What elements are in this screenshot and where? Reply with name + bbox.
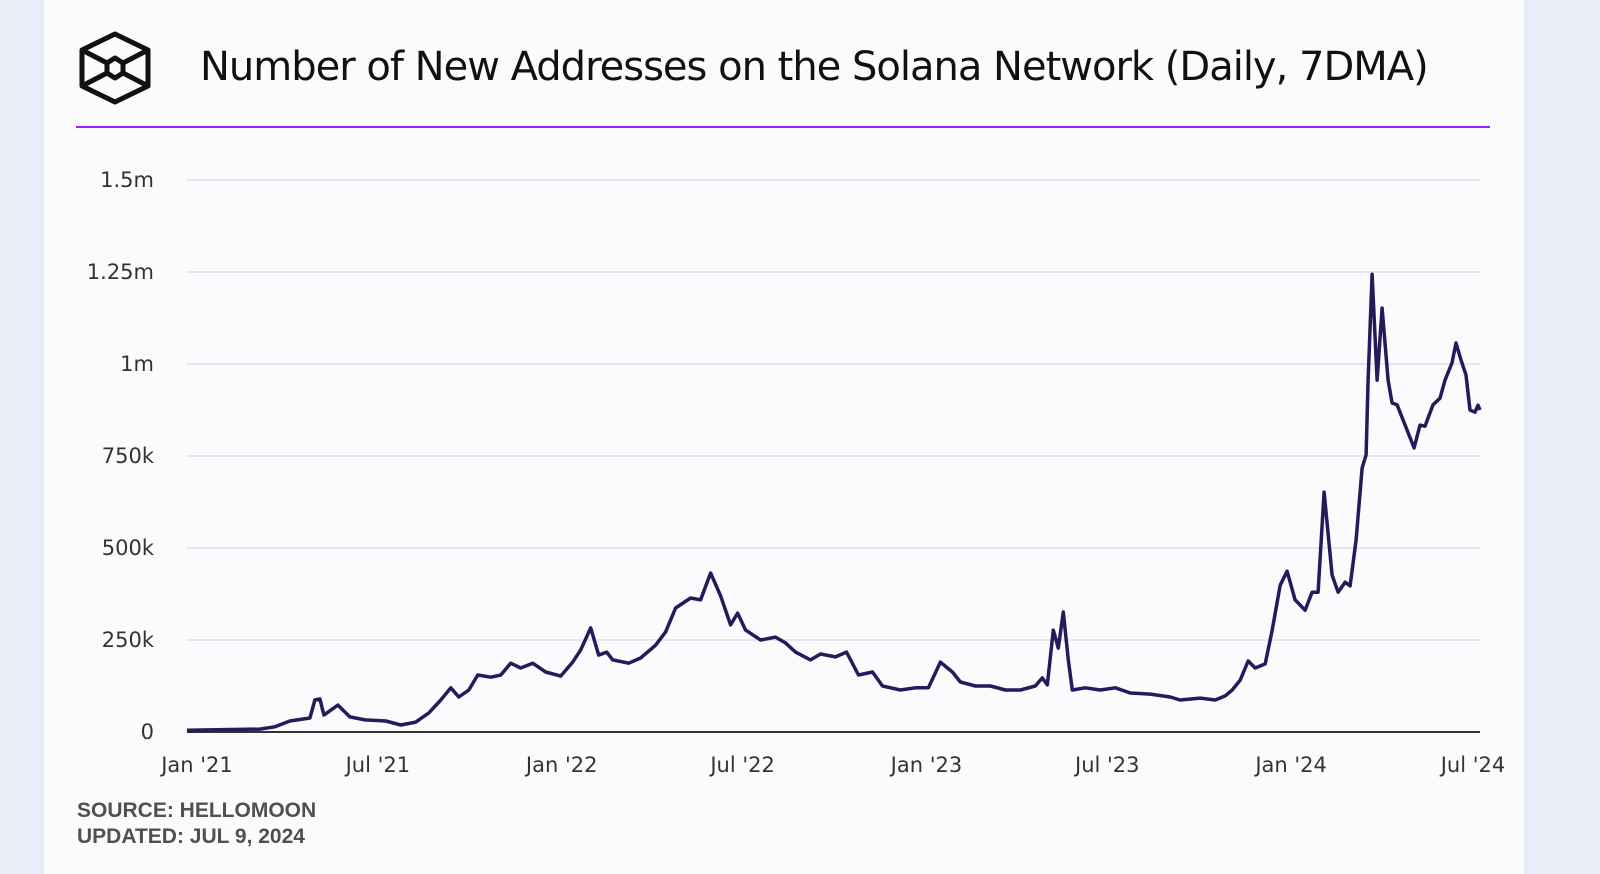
x-tick-label: Jan '22: [524, 753, 598, 777]
y-tick-label: 750k: [102, 444, 155, 468]
series-line: [186, 272, 1482, 732]
y-tick-label: 500k: [102, 536, 155, 560]
x-tick-label: Jul '21: [344, 753, 411, 777]
y-tick-label: 0: [141, 720, 154, 744]
x-tick-label: Jul '22: [708, 753, 775, 777]
chart-card: [44, 0, 1524, 874]
chart-title: Number of New Addresses on the Solana Ne…: [200, 44, 1429, 90]
y-tick-label: 1.25m: [87, 260, 154, 284]
y-tick-label: 1.5m: [100, 168, 154, 192]
x-tick-label: Jul '24: [1439, 753, 1506, 777]
cube-logo-icon: [79, 31, 151, 105]
x-tick-label: Jul '23: [1073, 753, 1140, 777]
x-tick-label: Jan '21: [159, 753, 233, 777]
x-tick-label: Jan '24: [1253, 753, 1327, 777]
title-divider: [76, 126, 1490, 128]
y-tick-label: 1m: [120, 352, 154, 376]
updated-label: UPDATED: JUL 9, 2024: [77, 825, 305, 848]
x-tick-label: Jan '23: [889, 753, 963, 777]
y-tick-label: 250k: [102, 628, 155, 652]
source-label: SOURCE: HELLOMOON: [77, 799, 317, 822]
